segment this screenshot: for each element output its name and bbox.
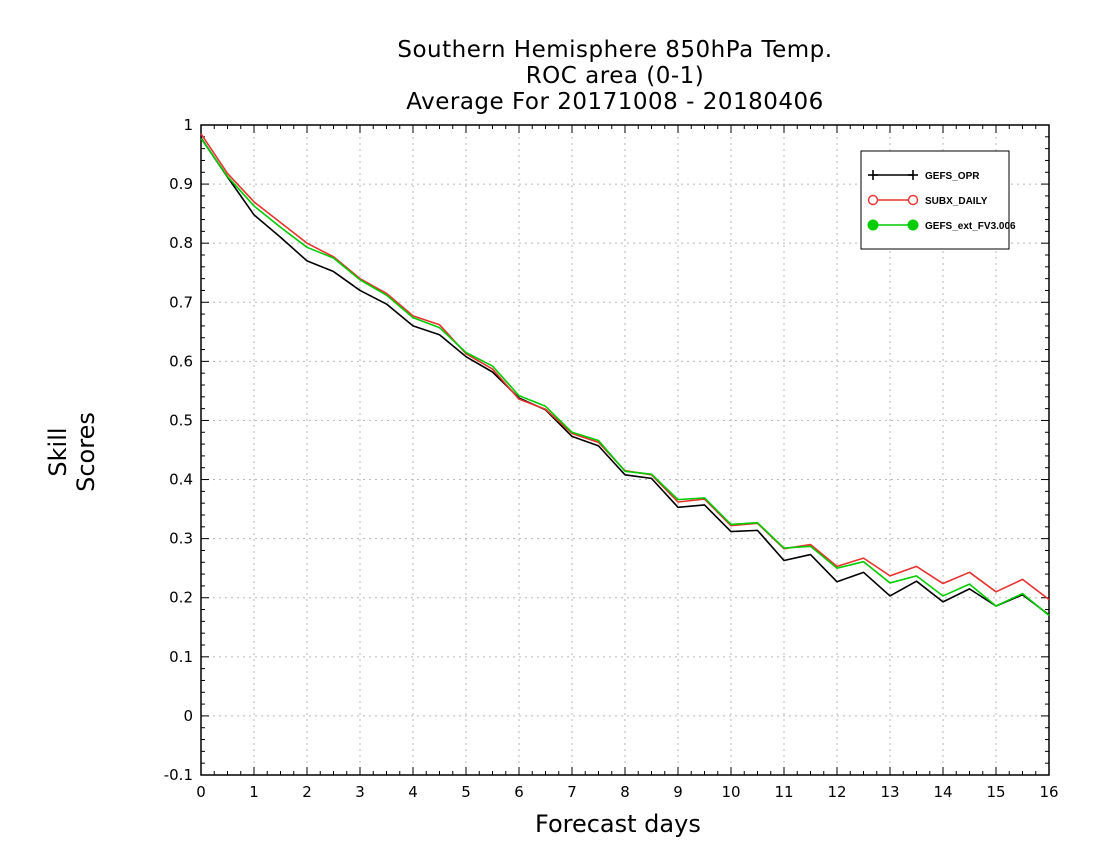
x-tick-label: 3 xyxy=(355,783,365,801)
y-tick-label: 0.8 xyxy=(169,234,193,252)
x-axis-label: Forecast days xyxy=(535,810,701,838)
legend-marker-open-circle xyxy=(867,194,879,206)
chart-title-line-3: Average For 20171008 - 20180406 xyxy=(406,89,824,115)
series-line-gefs-opr xyxy=(200,137,1050,616)
chart-title-line-1: Southern Hemisphere 850hPa Temp. xyxy=(397,37,833,63)
y-tick-label: 0.3 xyxy=(169,530,193,548)
chart-title-line-2: ROC area (0-1) xyxy=(525,63,705,89)
y-tick-label: 0 xyxy=(183,707,193,725)
y-tick-label: 0.9 xyxy=(169,175,193,193)
legend-label: GEFS_ext_FV3.006 xyxy=(925,221,1016,232)
x-tick-label: 11 xyxy=(774,783,793,801)
x-tick-label: 9 xyxy=(673,783,683,801)
legend-marker-open-circle xyxy=(907,194,919,206)
x-tick-label: 2 xyxy=(302,783,312,801)
y-tick-label: 0.6 xyxy=(169,352,193,370)
y-tick-label: 0.2 xyxy=(169,589,193,607)
x-tick-label: 6 xyxy=(514,783,524,801)
series-line-gefs-ext-fv3-006 xyxy=(200,138,1050,617)
x-tick-label: 12 xyxy=(827,783,846,801)
legend-marker-filled-circle xyxy=(907,219,919,231)
x-tick-label: 14 xyxy=(933,783,952,801)
y-tick-label: 0.1 xyxy=(169,648,193,666)
y-tick-label: 0.7 xyxy=(169,293,193,311)
legend-marker-filled-circle xyxy=(867,219,879,231)
x-tick-label: 15 xyxy=(986,783,1005,801)
legend-label: SUBX_DAILY xyxy=(925,196,988,207)
y-tick-label: 0.4 xyxy=(169,471,193,489)
x-tick-label: 8 xyxy=(620,783,630,801)
x-tick-label: 4 xyxy=(408,783,418,801)
x-tick-label: 7 xyxy=(567,783,577,801)
y-tick-label: -0.1 xyxy=(164,766,193,784)
x-tick-label: 1 xyxy=(249,783,259,801)
x-tick-label: 10 xyxy=(721,783,740,801)
y-tick-label: 1 xyxy=(183,116,193,134)
x-tick-label: 5 xyxy=(461,783,471,801)
x-tick-label: 0 xyxy=(196,783,206,801)
legend-label: GEFS_OPR xyxy=(925,171,980,182)
x-tick-label: 13 xyxy=(880,783,899,801)
y-tick-label: 0.5 xyxy=(169,411,193,429)
x-tick-label: 16 xyxy=(1039,783,1058,801)
y-axis-label: Skill Scores xyxy=(44,412,100,492)
